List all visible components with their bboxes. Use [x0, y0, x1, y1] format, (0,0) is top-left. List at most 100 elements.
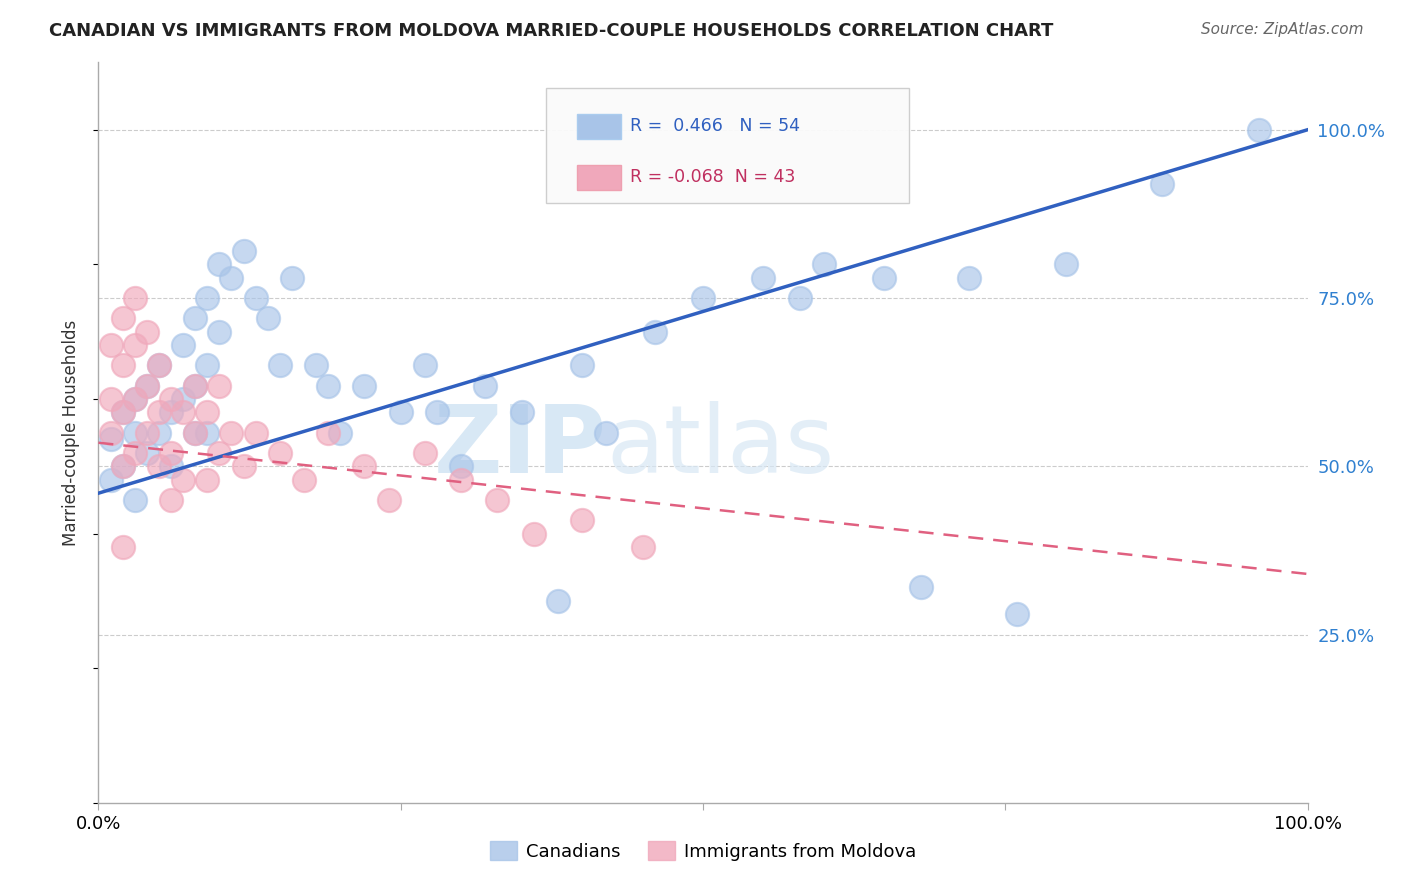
Point: [111, 405, 134, 419]
Point: [256, 311, 278, 326]
Point: [100, 473, 122, 487]
Point: [172, 392, 194, 406]
Point: [100, 392, 122, 406]
Point: [195, 405, 218, 419]
Point: [195, 291, 218, 305]
Text: atlas: atlas: [606, 401, 835, 493]
Point: [208, 257, 231, 271]
Point: [172, 473, 194, 487]
Point: [184, 311, 207, 326]
Point: [595, 425, 617, 440]
Point: [547, 594, 569, 608]
Point: [184, 378, 207, 392]
Point: [172, 405, 194, 419]
Point: [316, 378, 339, 392]
Text: Source: ZipAtlas.com: Source: ZipAtlas.com: [1201, 22, 1364, 37]
Point: [135, 378, 157, 392]
Point: [124, 291, 146, 305]
Point: [148, 459, 170, 474]
Point: [450, 473, 472, 487]
Point: [269, 359, 291, 373]
Point: [644, 325, 666, 339]
Point: [1054, 257, 1077, 271]
Point: [1007, 607, 1029, 622]
Text: R =  0.466   N = 54: R = 0.466 N = 54: [630, 117, 800, 135]
Point: [910, 581, 932, 595]
Point: [160, 492, 183, 507]
Text: ZIP: ZIP: [433, 401, 606, 493]
Point: [486, 492, 509, 507]
Point: [631, 540, 654, 554]
Point: [160, 405, 183, 419]
Point: [111, 359, 134, 373]
Point: [413, 359, 436, 373]
Point: [184, 378, 207, 392]
Point: [124, 446, 146, 460]
Point: [195, 359, 218, 373]
Point: [221, 425, 243, 440]
Point: [232, 459, 254, 474]
Point: [208, 378, 231, 392]
Point: [571, 513, 593, 527]
Point: [124, 392, 146, 406]
Point: [148, 359, 170, 373]
Point: [523, 526, 546, 541]
Point: [111, 540, 134, 554]
Point: [873, 270, 896, 285]
Point: [450, 459, 472, 474]
Point: [184, 425, 207, 440]
Text: CANADIAN VS IMMIGRANTS FROM MOLDOVA MARRIED-COUPLE HOUSEHOLDS CORRELATION CHART: CANADIAN VS IMMIGRANTS FROM MOLDOVA MARR…: [49, 22, 1053, 40]
Point: [353, 378, 375, 392]
Point: [148, 359, 170, 373]
Point: [111, 311, 134, 326]
Point: [1249, 122, 1271, 136]
Point: [692, 291, 714, 305]
Point: [208, 446, 231, 460]
Point: [389, 405, 412, 419]
Point: [148, 425, 170, 440]
Point: [232, 244, 254, 258]
Point: [426, 405, 449, 419]
Point: [195, 473, 218, 487]
FancyBboxPatch shape: [546, 88, 908, 203]
Point: [1152, 177, 1174, 191]
Point: [135, 446, 157, 460]
Point: [111, 405, 134, 419]
Point: [135, 325, 157, 339]
Point: [148, 405, 170, 419]
Point: [329, 425, 352, 440]
Point: [124, 392, 146, 406]
Point: [305, 359, 328, 373]
Point: [100, 338, 122, 352]
Point: [184, 425, 207, 440]
FancyBboxPatch shape: [578, 165, 621, 190]
FancyBboxPatch shape: [578, 113, 621, 138]
Point: [377, 492, 399, 507]
Text: R = -0.068  N = 43: R = -0.068 N = 43: [630, 169, 796, 186]
Point: [281, 270, 304, 285]
Point: [100, 433, 122, 447]
Point: [160, 446, 183, 460]
Point: [510, 405, 533, 419]
Point: [957, 270, 980, 285]
Point: [208, 325, 231, 339]
Point: [413, 446, 436, 460]
Point: [269, 446, 291, 460]
Point: [474, 378, 496, 392]
Point: [571, 359, 593, 373]
Point: [752, 270, 775, 285]
Point: [111, 459, 134, 474]
Point: [245, 291, 267, 305]
Legend: Canadians, Immigrants from Moldova: Canadians, Immigrants from Moldova: [482, 834, 924, 868]
Point: [316, 425, 339, 440]
Point: [135, 425, 157, 440]
Point: [135, 378, 157, 392]
Point: [124, 425, 146, 440]
Point: [100, 425, 122, 440]
Point: [221, 270, 243, 285]
Point: [111, 459, 134, 474]
Point: [292, 473, 315, 487]
Point: [172, 338, 194, 352]
Point: [124, 492, 146, 507]
Point: [160, 459, 183, 474]
